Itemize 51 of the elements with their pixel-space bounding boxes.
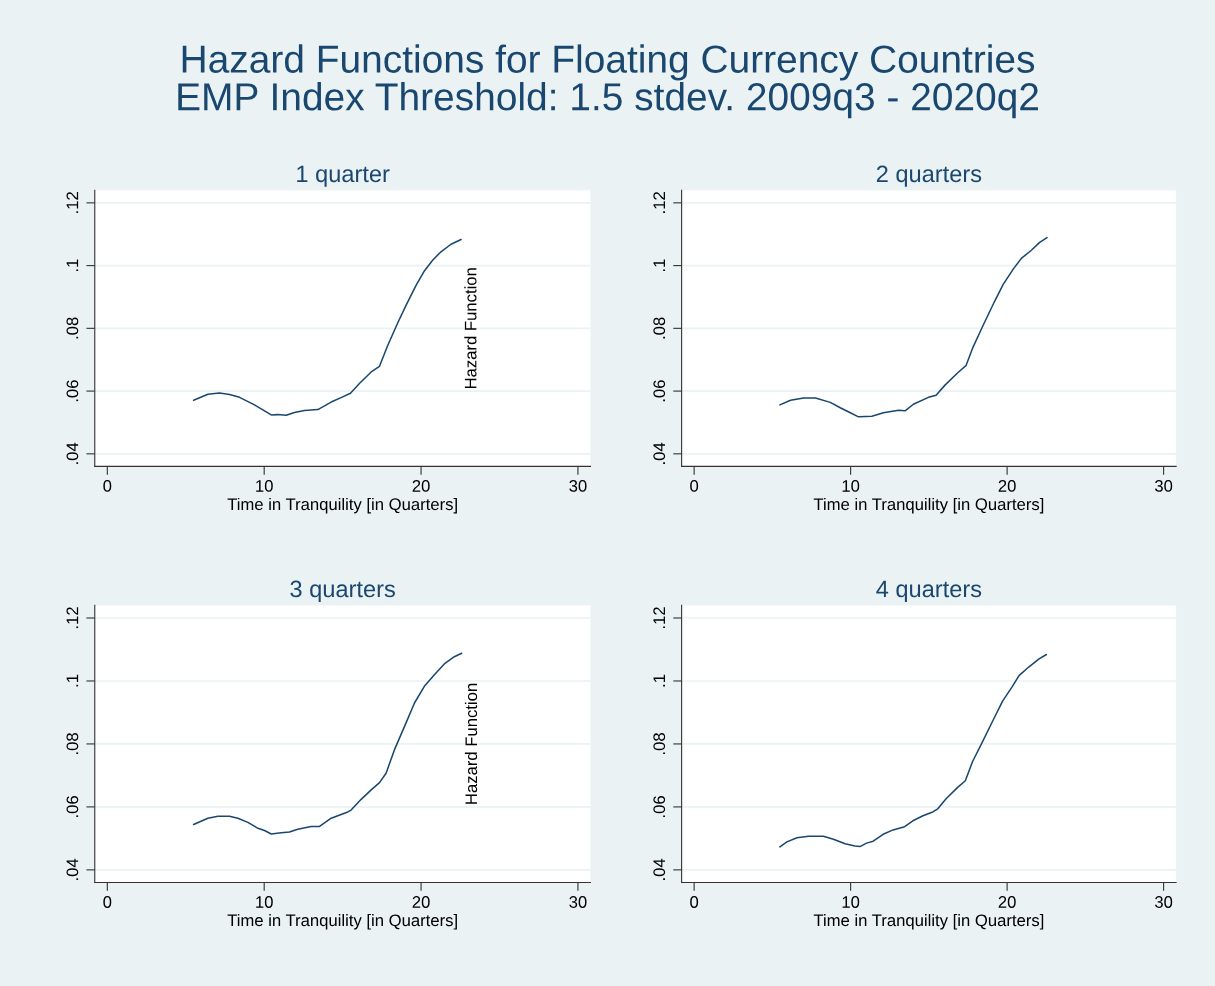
line-series <box>192 238 462 417</box>
chart-title: 3 quarters <box>290 580 395 602</box>
chart-title: 2 quarters <box>876 165 982 187</box>
y-tick-label: .12 <box>66 607 79 629</box>
text: Hazard Function <box>464 683 478 804</box>
x-tick-label: 10 <box>842 480 860 492</box>
x-axis-title: Time in Tranquility [in Quarters] <box>813 913 1044 930</box>
x-tick-label: 20 <box>998 480 1016 492</box>
y-tick-label: .1 <box>66 259 79 272</box>
x-tick-label: 30 <box>1154 896 1173 908</box>
y-tick-label: .12 <box>653 607 665 629</box>
y-tick-label: .06 <box>66 796 79 817</box>
y-tick-label: .08 <box>653 317 666 339</box>
x-tick-label: 20 <box>412 896 430 908</box>
y-tick-label: .04 <box>653 858 666 880</box>
x-tick-label: 30 <box>569 480 587 492</box>
x-tick-label: 10 <box>256 896 273 908</box>
y-tick-label: .06 <box>66 380 79 402</box>
x-tick-label: 0 <box>690 896 699 908</box>
y-tick-label: .04 <box>66 442 79 464</box>
x-axis-title: Time in Tranquility [in Quarters] <box>813 497 1044 514</box>
y-tick-label: .1 <box>653 259 665 272</box>
y-tick-label: .12 <box>653 192 665 213</box>
y-tick-label: .06 <box>653 796 666 817</box>
x-axis-title: Time in Tranquility [in Quarters] <box>227 913 457 930</box>
y-tick-label: .1 <box>653 674 665 687</box>
x-tick-label: 30 <box>569 896 587 908</box>
text: Hazard Functions for Floating Currency Countries EMP Index Threshold: 1.5 stdev. 2009q3 - 2020q2 <box>178 44 1038 119</box>
x-tick-label: 20 <box>998 896 1016 908</box>
x-tick-label: 30 <box>1154 480 1173 492</box>
x-axis-title: Time in Tranquility [in Quarters] <box>227 497 457 514</box>
y-tick-label: .12 <box>66 192 79 213</box>
x-tick-label: 10 <box>256 480 273 492</box>
y-tick-label: .04 <box>66 858 79 880</box>
line-series <box>779 653 1048 848</box>
chart-title: 1 quarter <box>297 165 390 187</box>
y-tick-label: .04 <box>653 442 666 464</box>
x-tick-label: 20 <box>412 480 430 492</box>
y-tick-label: .06 <box>653 380 666 402</box>
line-series <box>192 652 463 835</box>
x-tick-label: 0 <box>690 480 699 492</box>
y-tick-label: .08 <box>653 733 666 754</box>
y-tick-label: .1 <box>66 674 79 687</box>
y-tick-label: .08 <box>66 733 79 754</box>
x-tick-label: 0 <box>103 480 112 492</box>
text: Hazard Function <box>464 268 477 389</box>
x-tick-label: 0 <box>103 896 112 908</box>
x-tick-label: 10 <box>842 896 860 908</box>
y-tick-label: .08 <box>66 317 79 339</box>
chart-title: 4 quarters <box>876 580 982 602</box>
line-series <box>779 236 1048 418</box>
